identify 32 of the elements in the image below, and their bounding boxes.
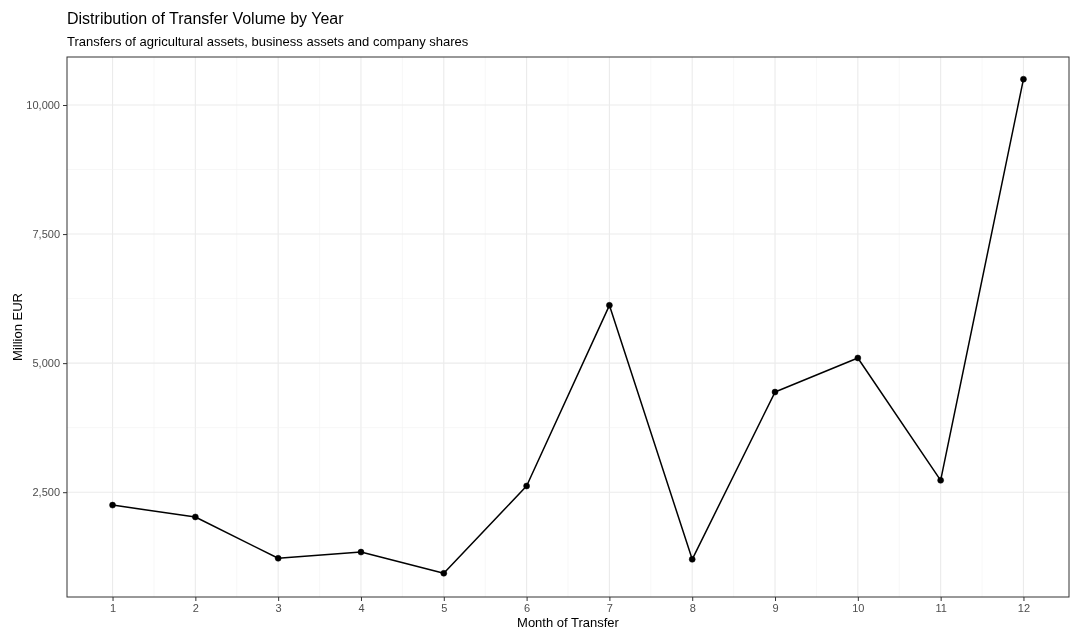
- point: [771, 388, 779, 396]
- x-axis-title: Month of Transfer: [517, 615, 620, 630]
- point: [109, 501, 116, 509]
- point: [937, 477, 944, 484]
- x-tick-label: 9: [772, 601, 779, 614]
- y-tick-label: 2,500: [32, 486, 60, 499]
- point: [192, 513, 199, 521]
- point: [688, 556, 696, 563]
- x-tick-label: 3: [275, 601, 282, 614]
- chart-title: Distribution of Transfer Volume by Year: [67, 10, 345, 27]
- point: [440, 570, 448, 577]
- y-tick-label: 5,000: [32, 357, 60, 370]
- point: [606, 302, 613, 309]
- x-tick-label: 8: [689, 601, 696, 614]
- point: [1020, 75, 1027, 83]
- y-axis-title: Million EUR: [10, 293, 25, 361]
- x-tick-label: 12: [1017, 601, 1031, 614]
- x-tick-label: 6: [524, 601, 531, 614]
- point: [854, 354, 862, 362]
- chart-subtitle: Transfers of agricultural assets, business assets and company shares: [67, 34, 469, 49]
- x-tick-label: 7: [606, 601, 613, 614]
- x-tick-label: 2: [192, 601, 199, 614]
- point: [357, 548, 365, 556]
- y-tick-label: 10,000: [26, 99, 60, 112]
- x-tick-label: 1: [109, 601, 117, 614]
- x-tick-label: 11: [935, 601, 947, 614]
- x-tick-label: 4: [358, 601, 365, 614]
- y-tick-label: 7,500: [32, 228, 60, 241]
- x-tick-label: 10: [852, 601, 865, 614]
- x-tick-label: 5: [441, 601, 448, 614]
- point: [523, 482, 530, 490]
- point: [274, 555, 282, 562]
